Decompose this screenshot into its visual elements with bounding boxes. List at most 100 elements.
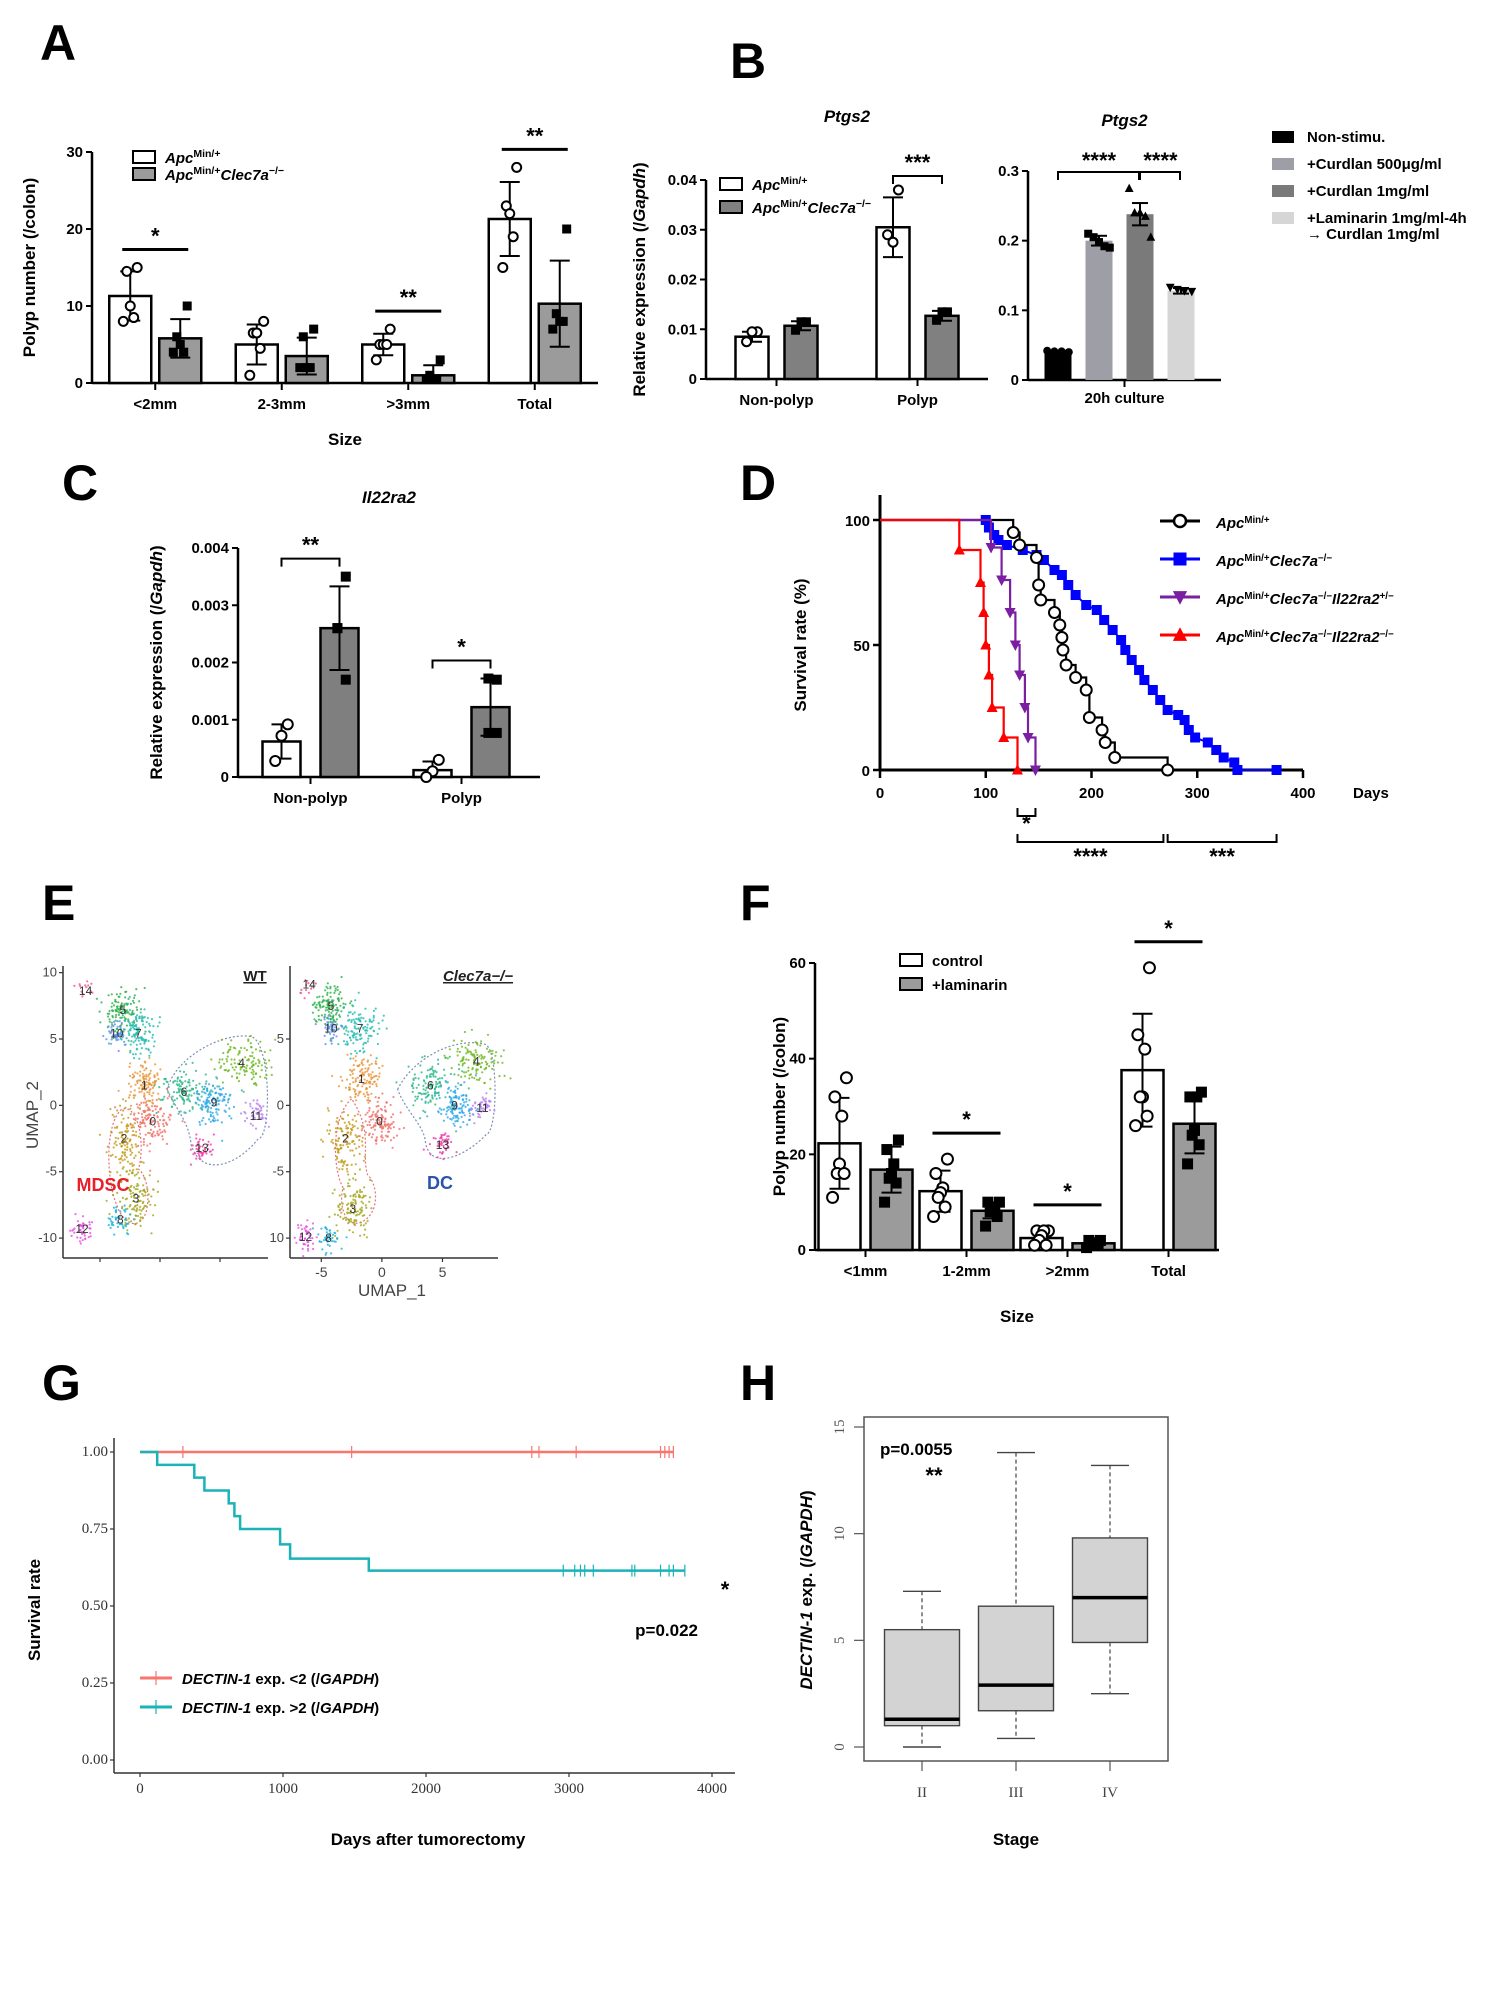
umap-point	[128, 1065, 131, 1068]
umap-point	[257, 1103, 260, 1106]
umap-point	[149, 1069, 152, 1072]
cluster-label: 6	[427, 1078, 434, 1092]
umap-point	[353, 1025, 356, 1028]
umap-point	[91, 1221, 94, 1224]
umap-point	[118, 1223, 121, 1226]
survival-marker	[1134, 665, 1145, 675]
survival-marker	[1070, 590, 1081, 600]
umap-point	[257, 1108, 260, 1111]
umap-point	[347, 1011, 351, 1014]
umap-point	[145, 1205, 148, 1208]
legend-label: +Curdlan 1mg/ml	[1307, 183, 1429, 200]
umap-point	[136, 1014, 139, 1017]
umap-point	[156, 1072, 159, 1075]
umap-point	[120, 1145, 123, 1148]
umap-point	[119, 1033, 122, 1036]
umap-point	[429, 1073, 432, 1076]
umap-point	[132, 1096, 136, 1099]
umap-cluster-14	[299, 979, 317, 1000]
significance-label: *	[1063, 1179, 1072, 1204]
umap-point	[131, 1076, 134, 1079]
survival-marker	[1108, 751, 1122, 764]
umap-point	[204, 1105, 208, 1108]
umap-point	[138, 1015, 141, 1018]
data-point	[258, 315, 270, 327]
umap-point	[110, 1030, 113, 1033]
umap-point	[312, 981, 315, 985]
umap-point	[154, 1063, 157, 1066]
umap-point	[204, 1082, 207, 1085]
legend-label: ApcMin/+	[1215, 515, 1270, 533]
umap-point	[251, 1055, 254, 1058]
umap-point	[142, 1087, 145, 1090]
umap-point	[157, 1134, 160, 1137]
umap-point	[422, 1109, 425, 1112]
umap-point	[132, 1218, 135, 1221]
umap-point	[368, 1109, 371, 1112]
umap-point	[336, 1121, 340, 1124]
umap-point	[464, 1046, 467, 1049]
umap-point	[223, 1098, 226, 1101]
umap-point	[270, 1066, 273, 1069]
umap-point	[117, 1013, 120, 1017]
significance-label: ***	[1209, 844, 1235, 869]
umap-point	[305, 988, 308, 992]
box	[1071, 1537, 1149, 1644]
umap-point	[225, 1058, 228, 1061]
umap-point	[190, 1094, 193, 1097]
umap-point	[453, 1108, 456, 1111]
umap-point	[204, 1148, 207, 1151]
umap-point	[426, 1091, 429, 1094]
umap-point	[141, 1216, 144, 1219]
umap-point	[293, 1236, 296, 1239]
umap-point	[136, 1182, 139, 1186]
umap-point	[439, 1137, 442, 1140]
umap-point	[126, 1148, 129, 1151]
umap-point	[361, 1085, 364, 1088]
umap-point	[145, 1075, 148, 1078]
umap-point	[350, 1019, 353, 1022]
umap-point	[450, 1067, 453, 1070]
umap-point	[109, 1107, 112, 1111]
umap-point	[447, 1108, 450, 1111]
umap-point	[362, 1224, 365, 1227]
cluster-label: 10	[324, 1021, 338, 1035]
umap-point	[209, 1120, 212, 1123]
umap-point	[213, 1068, 216, 1071]
umap-point	[149, 1088, 152, 1091]
umap-point	[368, 1196, 372, 1199]
umap-point	[129, 1113, 132, 1116]
umap-point	[116, 1007, 119, 1010]
umap-point	[362, 1058, 365, 1061]
umap-point	[438, 1080, 441, 1083]
umap-point	[152, 1045, 155, 1048]
survival-marker	[1229, 757, 1240, 768]
umap-point	[392, 1095, 395, 1099]
umap-point	[369, 1027, 372, 1030]
umap-point	[197, 1152, 200, 1155]
significance-label: *	[457, 635, 466, 660]
umap-point	[134, 1053, 137, 1056]
umap-point	[142, 1085, 145, 1088]
umap-point	[153, 1125, 157, 1128]
umap-point	[135, 1210, 138, 1213]
umap-point	[457, 1063, 460, 1066]
y-axis-label: Relative expression (/Gapdh)	[630, 162, 649, 396]
umap-point	[87, 1236, 90, 1239]
umap-point	[307, 982, 310, 985]
survival-marker	[1022, 733, 1034, 744]
data-point	[881, 1144, 893, 1156]
umap-point	[427, 1101, 430, 1104]
umap-point	[317, 1014, 320, 1018]
umap-point	[335, 1023, 339, 1026]
umap-point	[121, 1141, 125, 1144]
umap-point	[228, 1094, 231, 1097]
umap-point	[444, 1056, 447, 1059]
umap-point	[467, 1066, 470, 1069]
umap-point	[142, 1189, 146, 1192]
umap-point	[249, 1034, 252, 1038]
umap-point	[119, 1161, 122, 1164]
umap-point	[475, 1078, 479, 1081]
umap-point	[120, 1030, 123, 1033]
umap-point	[118, 1025, 121, 1028]
